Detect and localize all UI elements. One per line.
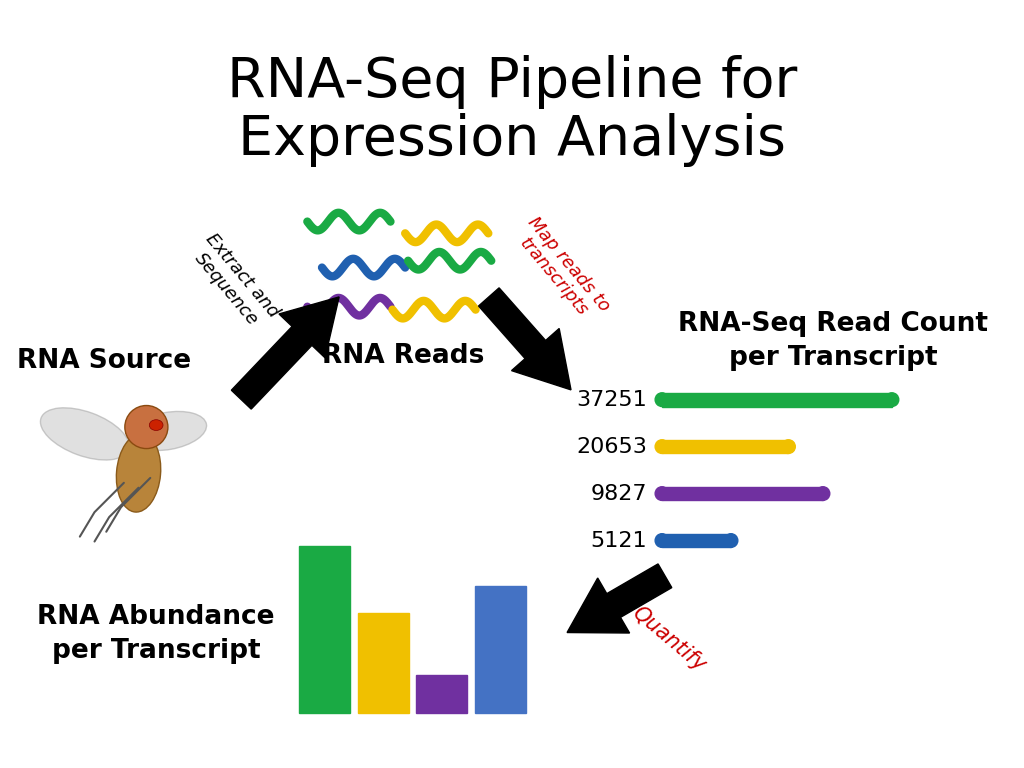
FancyArrow shape: [231, 297, 339, 409]
Text: 5121: 5121: [591, 531, 647, 551]
Text: 9827: 9827: [591, 484, 647, 504]
Bar: [662, 440, 788, 453]
Ellipse shape: [150, 419, 163, 431]
Text: RNA-Seq Pipeline for: RNA-Seq Pipeline for: [227, 55, 798, 109]
Text: RNA Source: RNA Source: [17, 347, 191, 373]
Bar: [662, 534, 731, 548]
Circle shape: [885, 392, 899, 406]
Text: Expression Analysis: Expression Analysis: [239, 114, 786, 167]
Circle shape: [781, 440, 796, 453]
FancyArrow shape: [567, 564, 672, 633]
Text: Quantify: Quantify: [629, 603, 710, 676]
Circle shape: [816, 487, 829, 501]
Text: RNA-Seq Read Count
per Transcript: RNA-Seq Read Count per Transcript: [678, 311, 988, 371]
Circle shape: [655, 487, 669, 501]
Bar: [662, 392, 892, 406]
Bar: [357, 613, 409, 713]
Circle shape: [724, 534, 738, 548]
Text: 37251: 37251: [577, 389, 647, 409]
Ellipse shape: [129, 412, 207, 451]
Text: RNA Abundance
per Transcript: RNA Abundance per Transcript: [38, 604, 274, 664]
Circle shape: [655, 534, 669, 548]
Circle shape: [655, 392, 669, 406]
FancyArrow shape: [478, 288, 571, 390]
Text: RNA Reads: RNA Reads: [322, 343, 484, 369]
Text: 20653: 20653: [577, 437, 647, 457]
Bar: [299, 546, 350, 713]
Text: Extract and
Sequence: Extract and Sequence: [186, 230, 283, 334]
Bar: [662, 487, 823, 501]
Ellipse shape: [117, 434, 161, 512]
Bar: [475, 586, 526, 713]
Circle shape: [125, 406, 168, 449]
Text: Map reads to
transcripts: Map reads to transcripts: [509, 213, 613, 328]
Circle shape: [655, 440, 669, 453]
Ellipse shape: [40, 408, 129, 460]
Bar: [417, 675, 467, 713]
